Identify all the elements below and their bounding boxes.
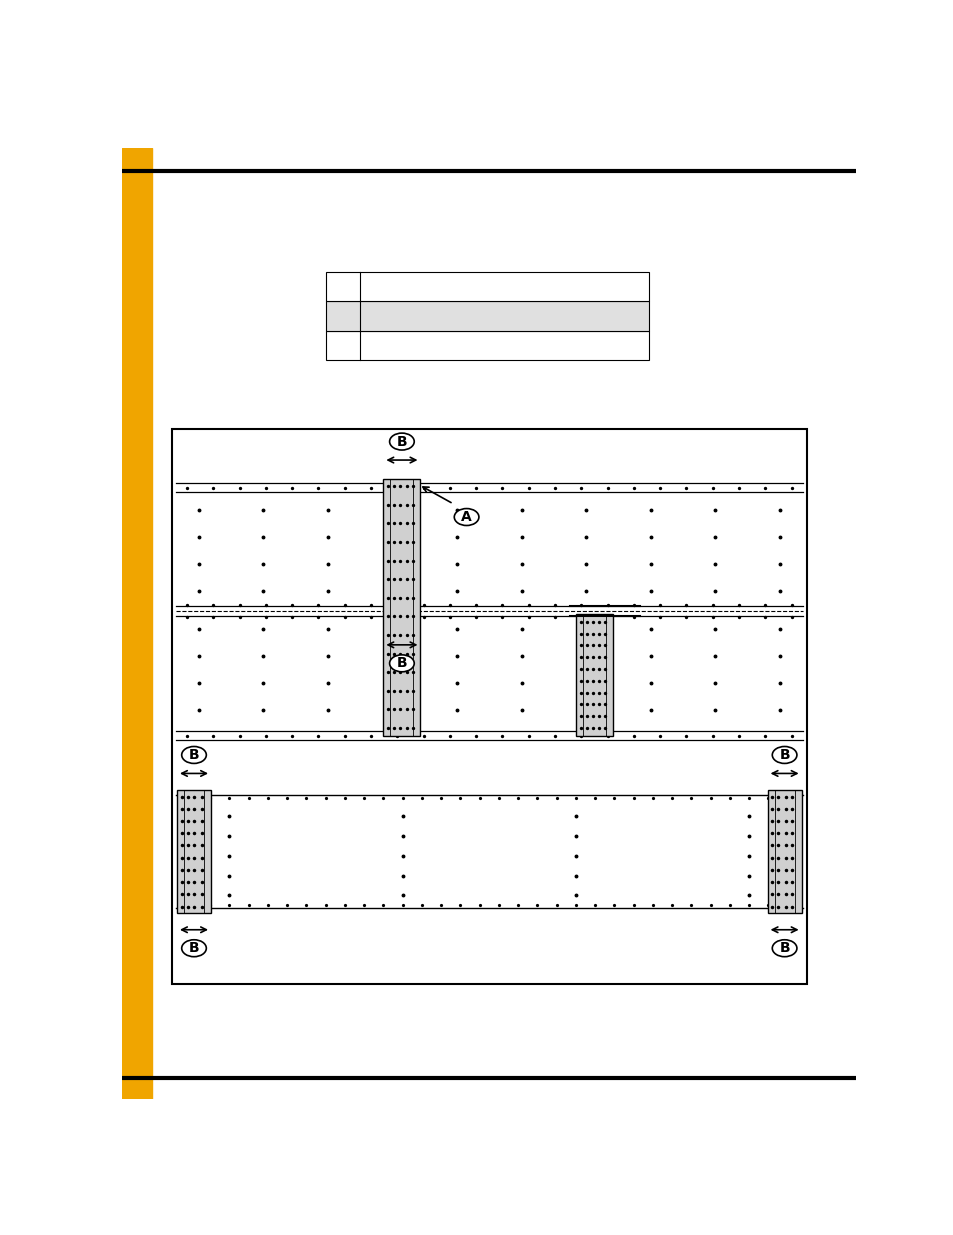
Bar bbox=[767, 790, 801, 913]
Ellipse shape bbox=[454, 509, 478, 526]
Text: A: A bbox=[460, 510, 472, 524]
Ellipse shape bbox=[181, 746, 206, 763]
Bar bbox=[576, 614, 612, 736]
Text: B: B bbox=[396, 435, 407, 448]
Text: B: B bbox=[779, 941, 789, 955]
Text: B: B bbox=[779, 748, 789, 762]
Ellipse shape bbox=[389, 655, 414, 672]
Ellipse shape bbox=[772, 940, 796, 957]
Bar bbox=[325, 301, 648, 331]
Bar bbox=[121, 148, 152, 1099]
Ellipse shape bbox=[181, 940, 206, 957]
Ellipse shape bbox=[389, 433, 414, 450]
Bar bbox=[325, 272, 648, 301]
Bar bbox=[383, 478, 420, 736]
Text: B: B bbox=[189, 748, 199, 762]
Bar bbox=[177, 790, 211, 913]
Ellipse shape bbox=[772, 746, 796, 763]
Bar bbox=[172, 430, 806, 983]
Bar bbox=[325, 331, 648, 359]
Text: B: B bbox=[396, 656, 407, 671]
Text: B: B bbox=[189, 941, 199, 955]
